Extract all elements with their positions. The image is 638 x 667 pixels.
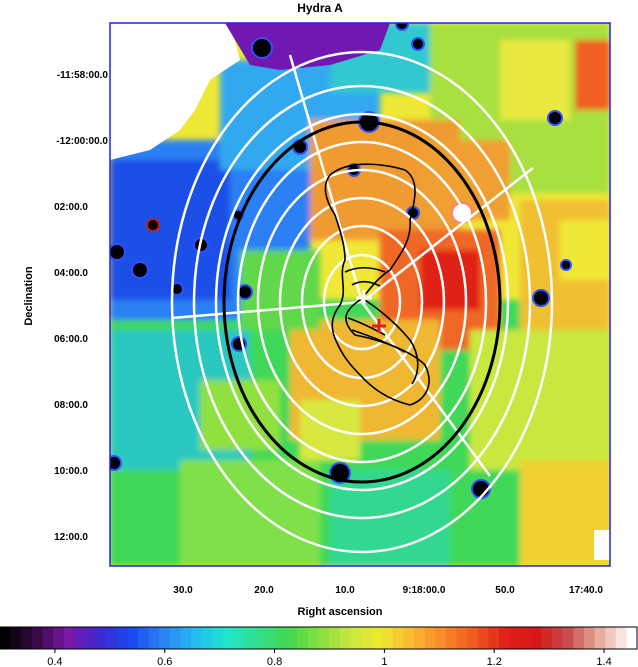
colorbar-swatch xyxy=(414,627,426,649)
y-tick: 06:00.0 xyxy=(54,334,88,345)
colorbar-swatch xyxy=(435,627,447,649)
colorbar-swatch xyxy=(424,627,436,649)
colorbar-swatch xyxy=(10,627,22,649)
y-tick: 04:00.0 xyxy=(54,268,88,279)
colorbar-tick-label: 1 xyxy=(381,656,387,667)
colorbar-swatch xyxy=(488,627,500,649)
colorbar-swatch xyxy=(127,627,139,649)
colorbar-swatch xyxy=(233,627,245,649)
colorbar-tick-label: 0.8 xyxy=(267,656,282,667)
x-tick: 10.0 xyxy=(335,585,355,596)
y-tick: 10:00.0 xyxy=(54,466,88,477)
colorbar-swatch xyxy=(573,627,585,649)
x-tick: 9:18:00.0 xyxy=(403,585,446,596)
colorbar-swatch xyxy=(180,627,192,649)
x-axis-label: Right ascension xyxy=(298,606,383,618)
colorbar-swatch xyxy=(615,627,627,649)
colorbar-swatch xyxy=(84,627,97,649)
colorbar-swatch xyxy=(594,627,606,649)
x-tick: 50.0 xyxy=(495,585,515,596)
colorbar-swatch xyxy=(276,627,288,649)
colorbar-swatch xyxy=(498,627,511,649)
colorbar-swatch xyxy=(212,627,224,649)
colorbar-swatch xyxy=(53,627,65,649)
x-tick: 20.0 xyxy=(254,585,274,596)
colorbar-swatch xyxy=(21,627,33,649)
colorbar-swatch xyxy=(382,627,394,649)
colorbar-frame xyxy=(0,626,638,650)
colorbar-swatch xyxy=(254,627,267,649)
colorbar-swatch xyxy=(350,627,362,649)
colorbar-swatch xyxy=(106,627,118,649)
colorbar-swatch xyxy=(520,627,532,649)
y-tick: -11:58:00.0 xyxy=(57,70,109,81)
colorbar-swatch xyxy=(477,627,489,649)
colorbar-swatch xyxy=(74,627,86,649)
colorbar-ticks: 0.4 0.6 0.8 1 1.2 1.4 xyxy=(47,649,612,667)
center-marker-red xyxy=(372,319,386,333)
colorbar-swatch xyxy=(95,627,107,649)
colorbar-swatch xyxy=(148,627,160,649)
colorbar-swatch xyxy=(626,627,638,649)
colorbar-swatch xyxy=(159,627,171,649)
colorbar-tick-label: 1.2 xyxy=(487,656,502,667)
colorbar-swatch xyxy=(265,627,277,649)
colorbar-swatch xyxy=(31,627,44,649)
x-ticks: 30.0 20.0 10.0 9:18:00.0 50.0 17:40.0 xyxy=(173,585,603,596)
colorbar-swatch xyxy=(116,627,128,649)
center-marker-white xyxy=(356,290,372,306)
colorbar-swatch xyxy=(456,627,468,649)
colorbar-tick-label: 0.6 xyxy=(157,656,172,667)
colorbar-swatch xyxy=(307,627,320,649)
colorbar-swatch xyxy=(509,627,521,649)
colorbar: 0.4 0.6 0.8 1 1.2 1.4 xyxy=(0,626,638,667)
colorbar-swatch xyxy=(371,627,383,649)
colorbar-swatch xyxy=(403,627,415,649)
colorbar-swatch xyxy=(583,627,596,649)
y-tick: 12:00.0 xyxy=(54,532,88,543)
colorbar-swatch xyxy=(63,627,75,649)
colorbar-swatch xyxy=(605,627,617,649)
colorbar-swatch xyxy=(191,627,203,649)
colorbar-swatch xyxy=(42,627,54,649)
x-tick: 30.0 xyxy=(173,585,193,596)
y-ticks: -11:58:00.0 -12:00:00.0 02:00.0 04:00.0 … xyxy=(54,70,108,543)
colorbar-swatch xyxy=(467,627,479,649)
annular-regions xyxy=(170,50,554,554)
radio-contours xyxy=(324,163,430,406)
colorbar-swatch xyxy=(286,627,298,649)
colorbar-tick-label: 1.4 xyxy=(596,656,611,667)
colorbar-swatch xyxy=(138,627,150,649)
colorbar-swatch xyxy=(339,627,351,649)
colorbar-swatch xyxy=(552,627,564,649)
colorbar-swatch xyxy=(329,627,341,649)
colorbar-swatch xyxy=(297,627,309,649)
colorbar-swatch xyxy=(0,627,12,649)
colorbar-swatch xyxy=(201,627,213,649)
colorbar-swatch xyxy=(360,627,373,649)
figure-title: Hydra A xyxy=(297,1,343,15)
colorbar-swatch xyxy=(244,627,256,649)
y-tick: 08:00.0 xyxy=(54,400,88,411)
colorbar-swatch xyxy=(530,627,543,649)
colorbar-gradient xyxy=(0,627,638,649)
outer-ellipse xyxy=(222,120,502,484)
colorbar-swatch xyxy=(392,627,405,649)
plot-frame xyxy=(109,22,611,567)
colorbar-swatch xyxy=(562,627,574,649)
y-tick: -12:00:00.0 xyxy=(56,136,108,147)
y-axis-label: Declination xyxy=(23,266,35,326)
colorbar-swatch xyxy=(169,627,182,649)
colorbar-tick-label: 0.4 xyxy=(47,656,62,667)
y-tick: 02:00.0 xyxy=(54,202,88,213)
colorbar-swatch xyxy=(222,627,235,649)
colorbar-swatch xyxy=(318,627,330,649)
colorbar-swatch xyxy=(445,627,458,649)
colorbar-swatch xyxy=(541,627,553,649)
x-tick: 17:40.0 xyxy=(569,585,603,596)
